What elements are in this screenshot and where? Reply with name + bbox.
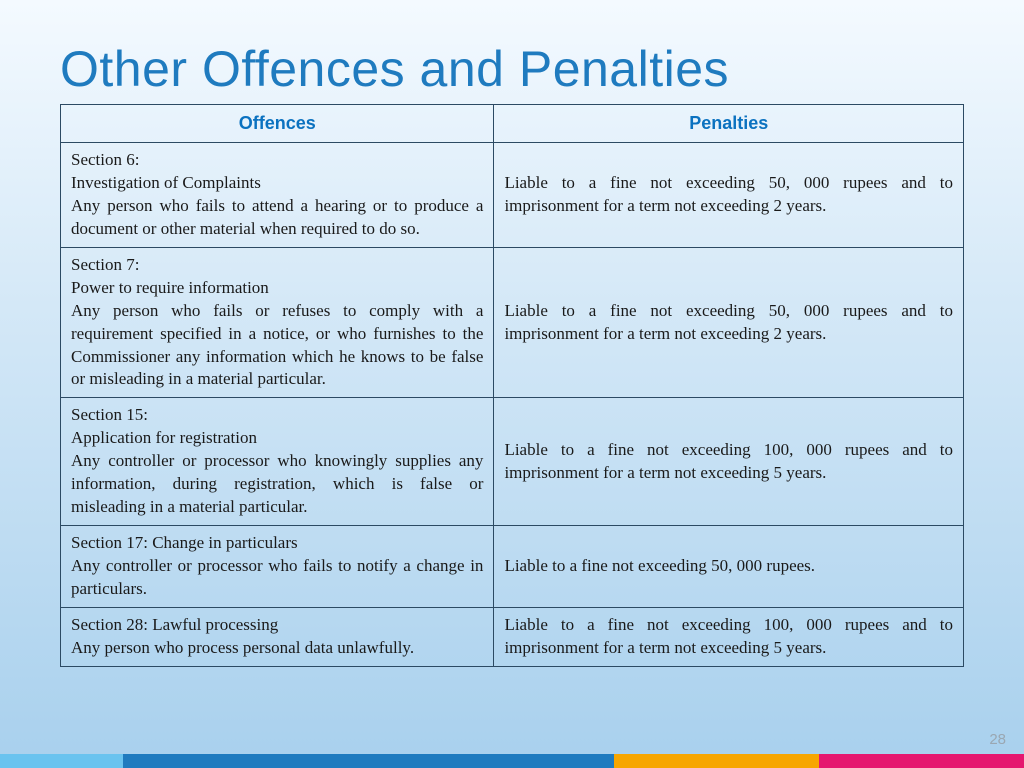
footer-accent-bar	[0, 754, 1024, 768]
penalty-cell: Liable to a fine not exceeding 50, 000 r…	[494, 143, 964, 248]
penalty-cell: Liable to a fine not exceeding 100, 000 …	[494, 398, 964, 526]
slide-title: Other Offences and Penalties	[60, 40, 964, 98]
table-row: Section 28: Lawful processingAny person …	[61, 607, 964, 666]
penalty-cell: Liable to a fine not exceeding 100, 000 …	[494, 607, 964, 666]
penalty-cell: Liable to a fine not exceeding 50, 000 r…	[494, 247, 964, 398]
slide: Other Offences and Penalties OffencesPen…	[0, 0, 1024, 768]
offence-cell: Section 17: Change in particularsAny con…	[61, 526, 494, 608]
footer-segment	[614, 754, 819, 768]
penalty-cell: Liable to a fine not exceeding 50, 000 r…	[494, 526, 964, 608]
table-row: Section 17: Change in particularsAny con…	[61, 526, 964, 608]
footer-segment	[819, 754, 1024, 768]
table-body: Section 6:Investigation of ComplaintsAny…	[61, 143, 964, 667]
table-row: Section 7:Power to require informationAn…	[61, 247, 964, 398]
table-row: Section 15:Application for registrationA…	[61, 398, 964, 526]
footer-segment	[0, 754, 123, 768]
page-number: 28	[989, 731, 1006, 748]
footer-segment	[123, 754, 615, 768]
offence-cell: Section 28: Lawful processingAny person …	[61, 607, 494, 666]
offence-cell: Section 6:Investigation of ComplaintsAny…	[61, 143, 494, 248]
col-header-penalties: Penalties	[494, 105, 964, 143]
offence-cell: Section 15:Application for registrationA…	[61, 398, 494, 526]
col-header-offences: Offences	[61, 105, 494, 143]
table-header-row: OffencesPenalties	[61, 105, 964, 143]
table-row: Section 6:Investigation of ComplaintsAny…	[61, 143, 964, 248]
offence-cell: Section 7:Power to require informationAn…	[61, 247, 494, 398]
offences-table: OffencesPenalties Section 6:Investigatio…	[60, 104, 964, 667]
